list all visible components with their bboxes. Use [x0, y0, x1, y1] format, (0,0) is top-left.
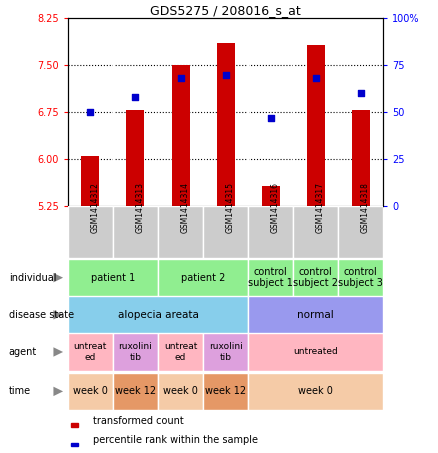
Text: week 0: week 0: [163, 386, 198, 396]
Bar: [293, 206, 338, 258]
Bar: [248, 373, 383, 410]
Point: [312, 75, 319, 82]
Bar: [203, 206, 248, 258]
Bar: [338, 259, 383, 296]
Text: GSM1414313: GSM1414313: [135, 182, 145, 233]
Polygon shape: [53, 310, 63, 319]
Text: untreat
ed: untreat ed: [74, 342, 107, 361]
Bar: [261, 186, 279, 206]
Point: [267, 114, 274, 121]
Text: alopecia areata: alopecia areata: [117, 310, 198, 320]
Text: normal: normal: [297, 310, 334, 320]
Polygon shape: [53, 347, 63, 357]
Bar: [113, 206, 158, 258]
Text: patient 2: patient 2: [181, 273, 225, 283]
Bar: [307, 45, 325, 206]
Text: percentile rank within the sample: percentile rank within the sample: [93, 435, 258, 445]
Bar: [248, 296, 383, 333]
Bar: [71, 443, 78, 446]
Polygon shape: [53, 273, 63, 282]
Bar: [113, 333, 158, 371]
Text: GSM1414316: GSM1414316: [271, 182, 279, 233]
Bar: [172, 65, 190, 206]
Text: individual: individual: [9, 273, 56, 283]
Bar: [203, 373, 248, 410]
Text: time: time: [9, 386, 31, 396]
Bar: [113, 373, 158, 410]
Bar: [293, 259, 338, 296]
Bar: [68, 206, 113, 258]
Point: [357, 90, 364, 97]
Text: week 0: week 0: [73, 386, 108, 396]
Text: ruxolini
tib: ruxolini tib: [119, 342, 152, 361]
Bar: [81, 156, 99, 206]
Text: untreat
ed: untreat ed: [164, 342, 197, 361]
Text: ruxolini
tib: ruxolini tib: [208, 342, 243, 361]
Text: GSM1414317: GSM1414317: [316, 182, 325, 233]
Bar: [68, 296, 248, 333]
Bar: [158, 333, 203, 371]
Title: GDS5275 / 208016_s_at: GDS5275 / 208016_s_at: [150, 4, 301, 17]
Polygon shape: [53, 387, 63, 396]
Text: week 0: week 0: [298, 386, 333, 396]
Point: [222, 71, 229, 78]
Text: patient 1: patient 1: [91, 273, 135, 283]
Bar: [338, 206, 383, 258]
Text: GSM1414315: GSM1414315: [226, 182, 235, 233]
Point: [132, 93, 139, 101]
Text: control
subject 1: control subject 1: [248, 267, 293, 289]
Text: GSM1414318: GSM1414318: [361, 182, 370, 233]
Bar: [248, 333, 383, 371]
Text: GSM1414312: GSM1414312: [90, 182, 99, 233]
Bar: [248, 259, 293, 296]
Text: week 12: week 12: [205, 386, 246, 396]
Point: [87, 109, 94, 116]
Bar: [68, 259, 158, 296]
Text: week 12: week 12: [115, 386, 156, 396]
Text: control
subject 3: control subject 3: [338, 267, 383, 289]
Bar: [203, 333, 248, 371]
Bar: [68, 333, 113, 371]
Text: transformed count: transformed count: [93, 416, 184, 426]
Text: untreated: untreated: [293, 347, 338, 357]
Bar: [158, 373, 203, 410]
Bar: [248, 206, 293, 258]
Text: control
subject 2: control subject 2: [293, 267, 338, 289]
Bar: [158, 259, 248, 296]
Bar: [127, 110, 145, 206]
Bar: [216, 43, 235, 206]
Point: [177, 75, 184, 82]
Text: GSM1414314: GSM1414314: [180, 182, 190, 233]
Bar: [352, 110, 370, 206]
Bar: [158, 206, 203, 258]
Bar: [71, 424, 78, 427]
Bar: [68, 373, 113, 410]
Text: disease state: disease state: [9, 310, 74, 320]
Text: agent: agent: [9, 347, 37, 357]
